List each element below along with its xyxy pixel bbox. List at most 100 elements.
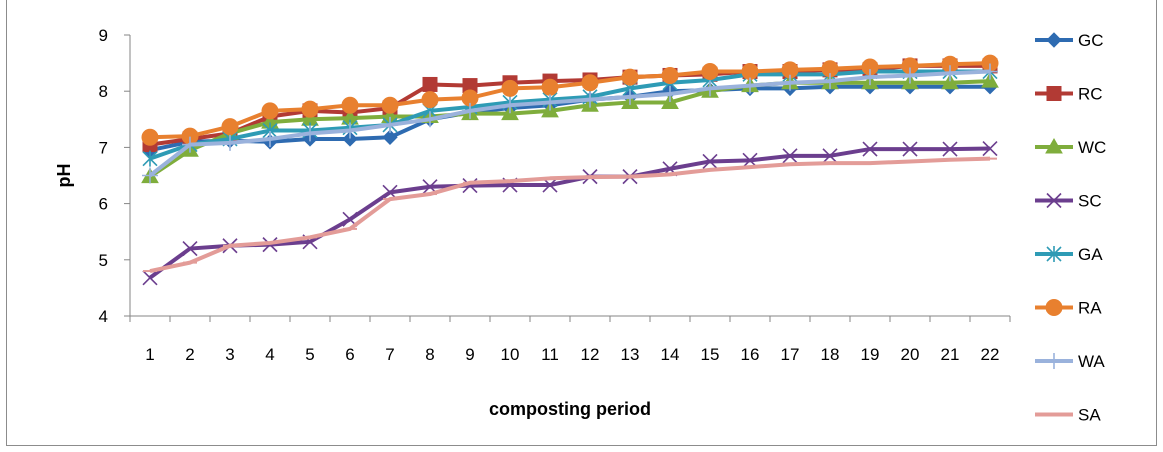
legend-item-sc: SC [1035, 192, 1102, 211]
x-tick-label: 2 [185, 345, 194, 364]
y-tick-label: 9 [99, 26, 108, 45]
data-point-wa [302, 125, 318, 142]
data-point-wa [462, 102, 478, 119]
x-tick-label: 1 [145, 345, 154, 364]
x-tick-label: 4 [265, 345, 274, 364]
data-point-wa [342, 122, 358, 139]
data-point-ra [541, 78, 559, 96]
data-point-wa [862, 69, 878, 86]
data-point-sc [182, 240, 198, 257]
legend-marker-rc [1046, 86, 1062, 101]
data-point-wa [742, 77, 758, 94]
data-point-ra [661, 66, 679, 84]
data-point-wa [782, 74, 798, 91]
x-tick-label: 17 [781, 345, 800, 364]
x-tick-label: 21 [941, 345, 960, 364]
x-tick-label: 9 [465, 345, 474, 364]
legend-marker-ga [1046, 246, 1062, 262]
x-tick-label: 6 [345, 345, 354, 364]
data-point-wa [822, 73, 838, 90]
x-tick-label: 15 [701, 345, 720, 364]
legend-item-ra: RA [1035, 299, 1102, 318]
data-point-ra [141, 128, 159, 146]
data-point-sc [862, 141, 878, 157]
legend-marker-wc [1045, 137, 1063, 154]
data-point-wa [502, 97, 518, 114]
series-line-sc [148, 146, 991, 280]
data-point-wc [981, 72, 999, 88]
data-point-wa [382, 116, 398, 133]
data-point-sc [982, 140, 998, 157]
x-tick-label: 16 [741, 345, 760, 364]
x-tick-label: 11 [541, 345, 559, 364]
x-tick-label: 20 [901, 345, 920, 364]
x-tick-label: 18 [821, 345, 840, 364]
series-ra [141, 54, 999, 146]
legend-label-wc: WC [1078, 138, 1106, 157]
chart-frame [6, 0, 1157, 446]
series-line-ga [149, 69, 990, 161]
data-point-ra [621, 68, 639, 86]
data-point-wa [942, 65, 958, 82]
legend-label-wa: WA [1078, 352, 1105, 371]
data-point-ra [261, 102, 279, 120]
legend-item-wa: WA [1035, 352, 1105, 371]
data-point-ra [581, 74, 599, 92]
data-point-wa [222, 134, 238, 151]
legend-label-sa: SA [1078, 406, 1101, 425]
data-point-wa [582, 91, 598, 108]
chart-series [141, 54, 999, 286]
data-point-ra [381, 96, 399, 114]
data-point-gc [382, 129, 398, 145]
data-point-ga [142, 150, 158, 167]
legend-marker-wa [1046, 353, 1062, 369]
x-tick-label: 8 [425, 345, 434, 364]
data-point-wa [182, 136, 198, 153]
x-tick-label: 19 [861, 345, 880, 364]
legend-item-sa: SA [1035, 406, 1101, 425]
data-point-ra [421, 91, 439, 109]
data-point-sc [702, 153, 718, 170]
data-point-wa [982, 63, 998, 80]
data-point-rc [422, 76, 438, 92]
data-point-sc [942, 141, 958, 157]
x-tick-label: 3 [225, 345, 234, 364]
y-tick-label: 6 [99, 195, 108, 214]
data-point-ra [701, 63, 719, 81]
legend-item-wc: WC [1035, 137, 1106, 157]
data-point-wa [262, 130, 278, 147]
x-axis-title: composting period [489, 399, 651, 419]
legend-label-sc: SC [1078, 192, 1102, 211]
data-point-sc [902, 141, 918, 157]
data-point-sc [822, 148, 838, 164]
legend-label-ga: GA [1078, 245, 1103, 264]
data-point-sc [142, 270, 158, 286]
x-tick-label: 14 [661, 345, 680, 364]
x-tick-label: 13 [621, 345, 640, 364]
data-point-gc [342, 131, 358, 147]
data-point-ra [741, 63, 759, 81]
data-point-wa [542, 94, 558, 111]
legend-marker-ra [1045, 299, 1063, 316]
data-point-wa [902, 67, 918, 84]
y-tick-label: 4 [99, 307, 108, 326]
data-point-wa [702, 80, 718, 97]
y-axis-title: pH [54, 164, 74, 188]
data-point-ra [501, 79, 519, 97]
legend-marker-gc [1046, 32, 1062, 48]
chart-legend: GC RC WC SC GA RA WA SA [1035, 31, 1106, 425]
legend-label-gc: GC [1078, 31, 1104, 50]
legend-item-gc: GC [1035, 31, 1104, 50]
x-tick-label: 10 [501, 345, 520, 364]
series-line-wc [148, 79, 991, 179]
y-tick-label: 8 [99, 82, 108, 101]
legend-label-rc: RC [1078, 85, 1103, 104]
x-tick-label: 5 [305, 345, 314, 364]
legend-item-ga: GA [1035, 245, 1103, 264]
data-point-wc [941, 73, 959, 90]
legend-item-rc: RC [1035, 85, 1103, 104]
x-tick-label: 12 [581, 345, 600, 364]
series-sa [143, 156, 997, 273]
y-tick-label: 7 [99, 138, 108, 157]
